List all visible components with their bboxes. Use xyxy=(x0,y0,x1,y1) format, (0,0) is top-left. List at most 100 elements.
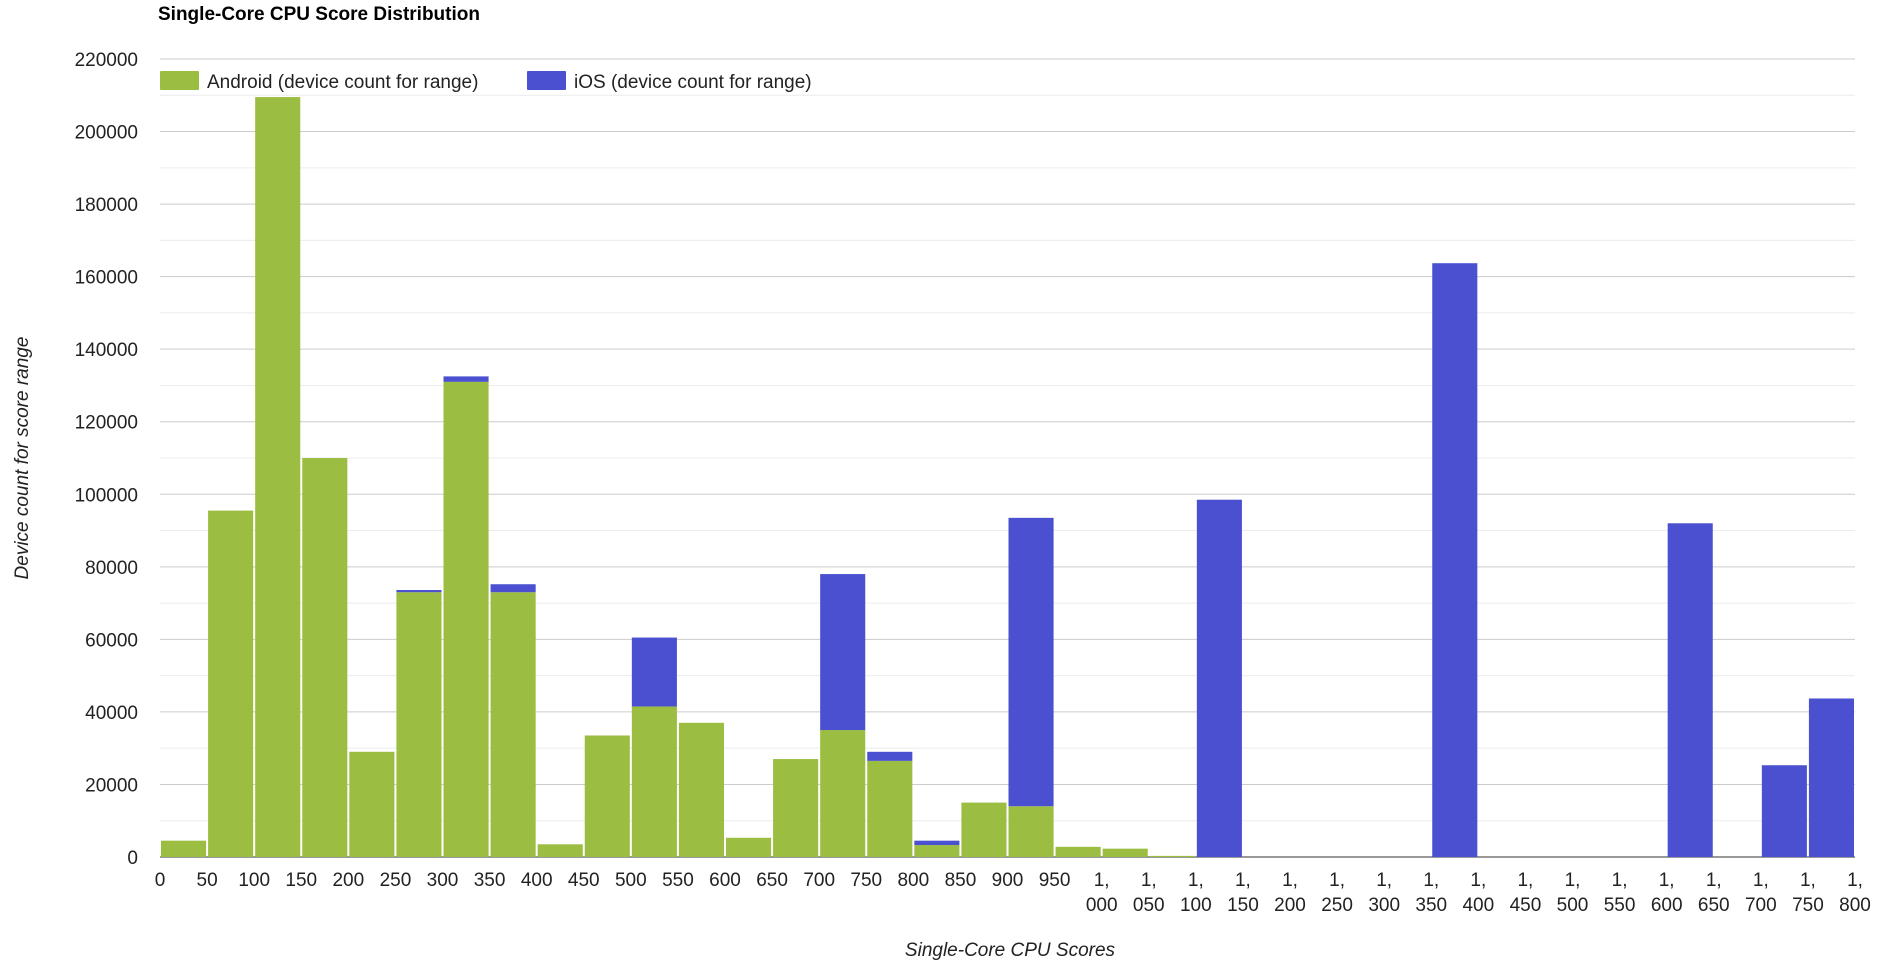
ios-bar-7 xyxy=(490,584,536,593)
y-tick-label: 20000 xyxy=(85,775,138,796)
x-tick-label: 550 xyxy=(662,870,694,891)
x-tick-label: 500 xyxy=(615,870,647,891)
y-tick-label: 160000 xyxy=(75,268,138,289)
y-tick-label: 120000 xyxy=(75,413,138,434)
axis-labels: 0200004000060000800001000001200001400001… xyxy=(75,50,1871,916)
y-tick-label: 140000 xyxy=(75,340,138,361)
android-bar-12 xyxy=(726,837,772,857)
x-tick-label: 300 xyxy=(427,870,459,891)
android-bar-16 xyxy=(914,845,960,857)
legend: Android (device count for range) iOS (de… xyxy=(160,71,812,93)
x-tick-label: 700 xyxy=(803,870,835,891)
x-tick-label: 600 xyxy=(709,870,741,891)
android-bar-19 xyxy=(1055,846,1101,857)
x-tick-label: 0 xyxy=(155,870,166,891)
android-bar-1 xyxy=(208,510,254,857)
android-bar-17 xyxy=(961,802,1007,857)
android-bar-21 xyxy=(1149,855,1195,857)
x-tick-label: 1, xyxy=(1235,870,1251,891)
android-bar-18 xyxy=(1008,806,1054,857)
x-axis-title: Single-Core CPU Scores xyxy=(905,940,1116,961)
x-tick-label: 100 xyxy=(1180,895,1212,916)
x-tick-label: 450 xyxy=(1510,895,1542,916)
ios-bar-6 xyxy=(443,376,489,382)
ios-bar-14 xyxy=(820,574,866,731)
ios-bar-34 xyxy=(1761,765,1807,857)
legend-swatch-android xyxy=(160,71,199,90)
grid-lines xyxy=(160,58,1855,858)
x-tick-label: 1, xyxy=(1847,870,1863,891)
x-tick-label: 1, xyxy=(1423,870,1439,891)
x-tick-label: 1, xyxy=(1282,870,1298,891)
ios-bar-32 xyxy=(1667,523,1713,857)
ios-bar-27 xyxy=(1432,263,1478,857)
y-tick-label: 40000 xyxy=(85,703,138,724)
ios-bar-22 xyxy=(1196,499,1242,857)
x-tick-label: 1, xyxy=(1188,870,1204,891)
chart-title: Single-Core CPU Score Distribution xyxy=(158,4,480,25)
x-tick-label: 1, xyxy=(1141,870,1157,891)
y-tick-label: 60000 xyxy=(85,630,138,651)
x-tick-label: 1, xyxy=(1470,870,1486,891)
x-tick-label: 450 xyxy=(568,870,600,891)
x-tick-label: 700 xyxy=(1745,895,1777,916)
y-tick-label: 80000 xyxy=(85,558,138,579)
x-tick-label: 050 xyxy=(1133,895,1165,916)
y-tick-label: 0 xyxy=(127,848,138,869)
x-tick-label: 400 xyxy=(1462,895,1494,916)
bars xyxy=(161,97,1854,857)
x-tick-label: 250 xyxy=(380,870,412,891)
y-tick-label: 100000 xyxy=(75,485,138,506)
x-tick-label: 950 xyxy=(1039,870,1071,891)
android-bar-9 xyxy=(584,735,630,857)
android-bar-20 xyxy=(1102,848,1148,857)
x-tick-label: 400 xyxy=(521,870,553,891)
y-tick-label: 220000 xyxy=(75,50,138,71)
x-tick-label: 1, xyxy=(1565,870,1581,891)
y-tick-label: 200000 xyxy=(75,123,138,144)
x-tick-label: 000 xyxy=(1086,895,1118,916)
x-tick-label: 150 xyxy=(1227,895,1259,916)
x-tick-label: 150 xyxy=(285,870,317,891)
x-tick-label: 1, xyxy=(1659,870,1675,891)
x-tick-label: 1, xyxy=(1612,870,1628,891)
x-tick-label: 250 xyxy=(1321,895,1353,916)
android-bar-10 xyxy=(631,706,677,857)
android-bar-13 xyxy=(773,759,819,857)
android-bar-2 xyxy=(255,97,301,857)
y-axis-title: Device count for score range xyxy=(12,337,33,580)
x-tick-label: 650 xyxy=(1698,895,1730,916)
x-tick-label: 200 xyxy=(1274,895,1306,916)
android-bar-3 xyxy=(302,458,348,857)
legend-label-ios: iOS (device count for range) xyxy=(574,72,812,93)
x-tick-label: 1, xyxy=(1706,870,1722,891)
legend-label-android: Android (device count for range) xyxy=(207,72,478,93)
x-tick-label: 800 xyxy=(897,870,929,891)
x-tick-label: 1, xyxy=(1376,870,1392,891)
android-bar-8 xyxy=(537,844,583,857)
x-tick-label: 50 xyxy=(197,870,218,891)
x-tick-label: 900 xyxy=(992,870,1024,891)
x-tick-label: 600 xyxy=(1651,895,1683,916)
android-bar-6 xyxy=(443,381,489,857)
ios-bar-10 xyxy=(631,637,677,707)
ios-bar-16 xyxy=(914,840,960,846)
android-bar-7 xyxy=(490,592,536,857)
x-tick-label: 200 xyxy=(332,870,364,891)
legend-swatch-ios xyxy=(527,71,566,90)
y-tick-label: 180000 xyxy=(75,195,138,216)
x-tick-label: 800 xyxy=(1839,895,1871,916)
x-tick-label: 1, xyxy=(1329,870,1345,891)
x-tick-label: 1, xyxy=(1753,870,1769,891)
ios-bar-5 xyxy=(396,590,442,593)
x-tick-label: 750 xyxy=(850,870,882,891)
android-bar-14 xyxy=(820,730,866,857)
ios-bar-18 xyxy=(1008,517,1054,807)
ios-bar-15 xyxy=(867,751,913,761)
x-tick-label: 100 xyxy=(238,870,270,891)
android-bar-5 xyxy=(396,592,442,857)
x-tick-label: 850 xyxy=(945,870,977,891)
x-tick-label: 1, xyxy=(1517,870,1533,891)
android-bar-11 xyxy=(678,722,724,857)
